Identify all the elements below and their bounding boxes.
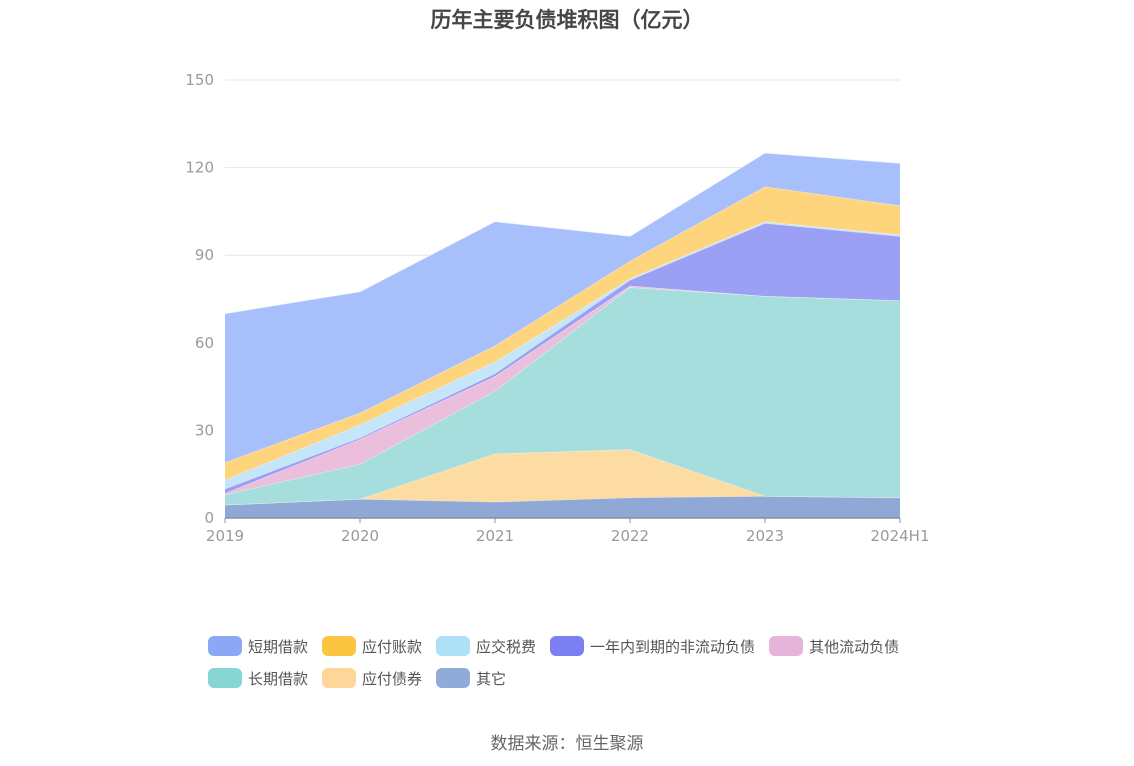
legend-item-短期借款[interactable]: 短期借款 [208, 636, 308, 657]
x-tick-label: 2020 [341, 527, 379, 545]
legend-item-应付账款[interactable]: 应付账款 [322, 636, 422, 657]
x-tick-label: 2019 [206, 527, 244, 545]
stacked-areas [224, 152, 901, 518]
area-series-应付债券 [225, 449, 900, 505]
legend-swatch [550, 636, 585, 656]
legend-swatch [769, 636, 804, 656]
legend-label: 短期借款 [248, 637, 309, 656]
legend-item-长期借款[interactable]: 长期借款 [208, 668, 308, 689]
y-tick-label: 150 [185, 71, 214, 89]
area-series-应交税费 [225, 221, 900, 489]
area-series-应付账款 [225, 186, 900, 480]
area-series-长期借款 [225, 287, 900, 505]
area-series-其他流动负债 [225, 285, 900, 495]
legend-label: 一年内到期的非流动负债 [590, 637, 756, 656]
legend-label: 应付债券 [362, 669, 423, 688]
legend-item-一年内到期的非流动负债[interactable]: 一年内到期的非流动负债 [550, 636, 755, 657]
legend-swatch [208, 668, 242, 688]
y-tick-label: 60 [195, 334, 214, 352]
y-tick-label: 120 [185, 159, 214, 177]
legend-label: 应付账款 [362, 637, 423, 656]
chart-title: 历年主要负债堆积图（亿元） [430, 8, 704, 32]
area-edge-短期借款 [224, 152, 901, 315]
legend-swatch [436, 668, 471, 688]
legend-swatch [436, 636, 471, 656]
legend: 短期借款 应付账款 应交税费 一年内到期的非流动负债 其他流动负债 长期借款 应付债券 其它 [208, 630, 968, 694]
legend-item-应付债券[interactable]: 应付债券 [322, 668, 422, 689]
legend-row: 短期借款 应付账款 应交税费 一年内到期的非流动负债 其他流动负债 [208, 630, 968, 662]
legend-swatch [322, 668, 357, 688]
area-series-短期借款 [225, 153, 900, 463]
x-tick-label: 2022 [611, 527, 649, 545]
x-tick-label: 2021 [476, 527, 514, 545]
source-note: 数据来源：恒生聚源 [490, 734, 644, 754]
legend-item-应交税费[interactable]: 应交税费 [436, 636, 536, 657]
y-tick-label: 30 [195, 421, 214, 439]
legend-swatch [322, 636, 357, 656]
legend-label: 其他流动负债 [809, 637, 900, 656]
x-tick-label: 2023 [746, 527, 784, 545]
y-tick-label: 0 [204, 509, 214, 527]
legend-row: 长期借款 应付债券 其它 [208, 662, 968, 694]
y-tick-label: 90 [195, 246, 214, 264]
legend-label: 应交税费 [476, 637, 537, 656]
area-series-一年内到期的非流动负债 [225, 223, 900, 494]
x-tick-label: 2024H1 [871, 527, 930, 545]
legend-label: 其它 [476, 669, 507, 688]
legend-label: 长期借款 [248, 669, 309, 688]
legend-swatch [208, 636, 242, 656]
legend-item-其他流动负债[interactable]: 其他流动负债 [769, 636, 899, 657]
area-series-其它 [225, 496, 900, 518]
axes: 0 30 60 90 120 150 2019 2020 2021 2022 2023 2024H1 [185, 71, 929, 545]
legend-item-其它[interactable]: 其它 [436, 668, 506, 689]
